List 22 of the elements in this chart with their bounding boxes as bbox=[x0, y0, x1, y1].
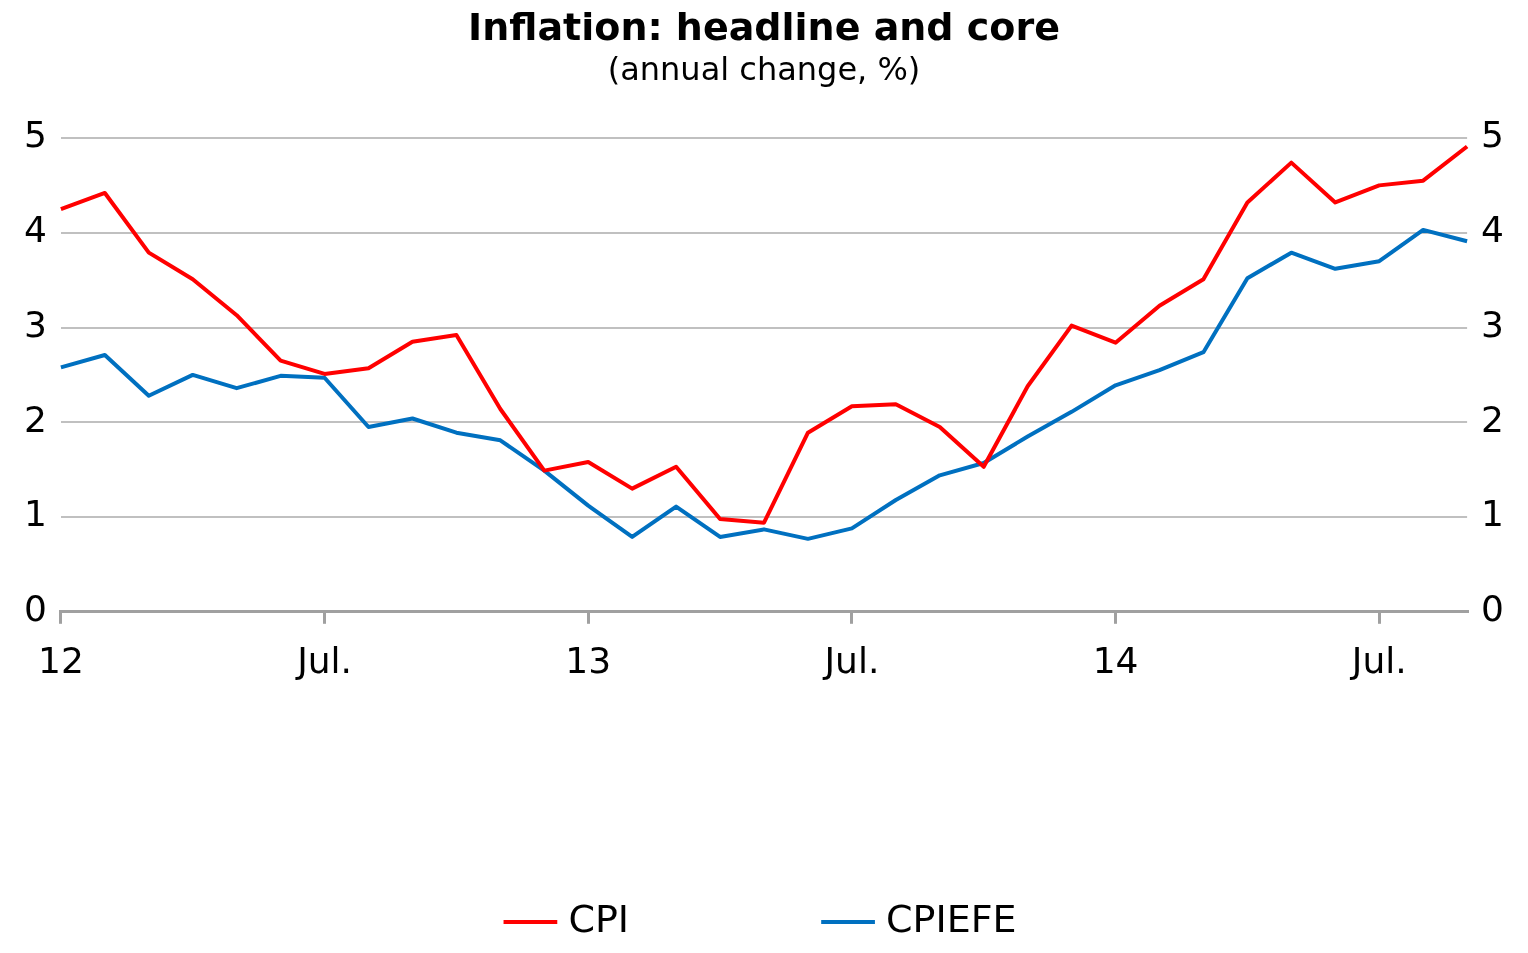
y2-tick-label: 5 bbox=[1481, 114, 1504, 156]
x-tick-label: Jul. bbox=[1349, 639, 1407, 681]
y2-tick-label: 1 bbox=[1481, 493, 1504, 535]
x-tick-label: 12 bbox=[38, 639, 84, 681]
x-tick-label: 14 bbox=[1092, 639, 1139, 681]
y2-tick-label: 0 bbox=[1481, 588, 1504, 630]
y-tick-label: 4 bbox=[24, 209, 47, 251]
chart-subtitle: (annual change, %) bbox=[606, 50, 922, 88]
y-tick-label: 2 bbox=[24, 398, 47, 440]
legend-label: CPI bbox=[568, 896, 630, 941]
x-tick-label: 13 bbox=[565, 639, 612, 681]
chart-title: Inflation: headline and core bbox=[467, 4, 1061, 50]
y2-tick-label: 2 bbox=[1481, 398, 1504, 440]
y-tick-label: 0 bbox=[24, 588, 47, 630]
x-tick-label: Jul. bbox=[295, 639, 353, 681]
y-tick-label: 3 bbox=[24, 303, 47, 345]
y2-tick-label: 3 bbox=[1481, 303, 1504, 345]
y-tick-label: 5 bbox=[24, 114, 47, 156]
y2-tick-label: 4 bbox=[1481, 209, 1504, 251]
y-tick-label: 1 bbox=[24, 493, 47, 535]
legend-label: CPIEFE bbox=[886, 896, 1017, 941]
x-tick-label: Jul. bbox=[822, 639, 880, 681]
